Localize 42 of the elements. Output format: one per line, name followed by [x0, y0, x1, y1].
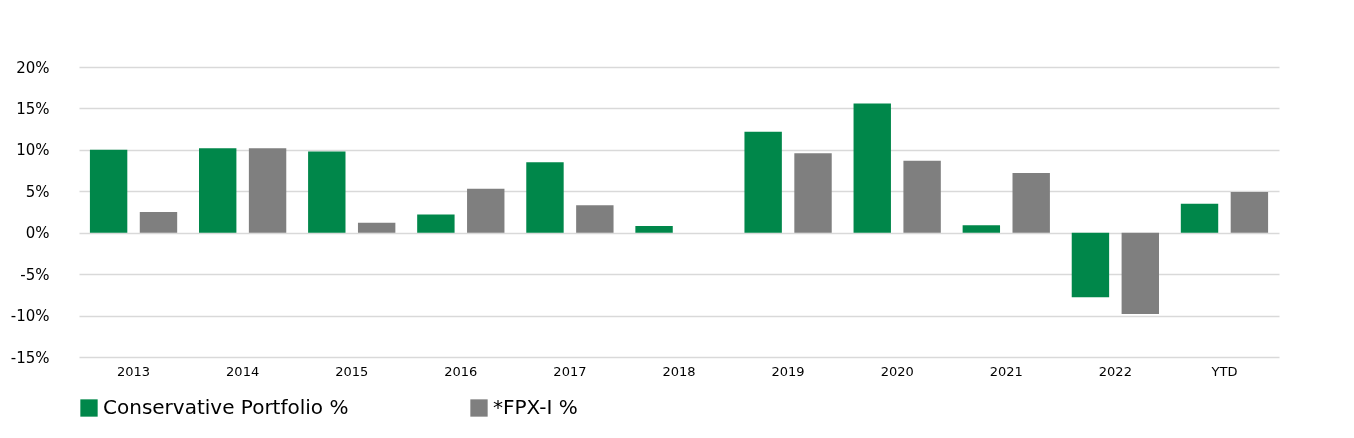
y-tick-label: 5% [25, 182, 50, 201]
bar [744, 131, 782, 233]
bar [417, 214, 455, 233]
y-tick-label: 10% [16, 141, 50, 160]
bar [853, 103, 891, 233]
bar [635, 226, 673, 233]
bar [467, 188, 505, 233]
x-tick-label: 2017 [553, 363, 587, 379]
bar [199, 148, 237, 233]
x-tick-label: 2022 [1098, 363, 1132, 379]
x-tick-label: 2014 [226, 363, 260, 379]
bar [526, 162, 564, 233]
y-tick-label: 15% [16, 99, 50, 118]
x-tick-label: 2016 [444, 363, 478, 379]
legend-label: *FPX-I % [493, 395, 578, 419]
x-tick-label: 2020 [880, 363, 914, 379]
legend-label: Conservative Portfolio % [103, 395, 349, 419]
bar [248, 148, 287, 233]
x-tick-label: YTD [1210, 363, 1238, 379]
y-tick-label: 20% [16, 58, 50, 77]
y-tick-label: -15% [10, 348, 50, 367]
x-tick-label: 2018 [662, 363, 696, 379]
bar [576, 205, 614, 233]
x-tick-label: 2013 [117, 363, 151, 379]
y-tick-label: -10% [10, 307, 50, 326]
y-tick-label: -5% [20, 265, 50, 284]
bar [308, 151, 346, 233]
bar [139, 212, 178, 233]
bar [357, 222, 396, 233]
bar [1071, 232, 1110, 298]
bar [1180, 203, 1219, 233]
bar [794, 153, 832, 233]
bar [903, 160, 941, 233]
bar [1121, 232, 1159, 314]
x-tick-label: 2019 [771, 363, 805, 379]
bar [89, 149, 128, 233]
y-tick-label: 0% [25, 224, 50, 243]
x-tick-label: 2021 [989, 363, 1023, 379]
bar [1230, 192, 1269, 233]
bar [962, 225, 1001, 233]
x-tick-label: 2015 [335, 363, 369, 379]
bar [1012, 173, 1050, 233]
